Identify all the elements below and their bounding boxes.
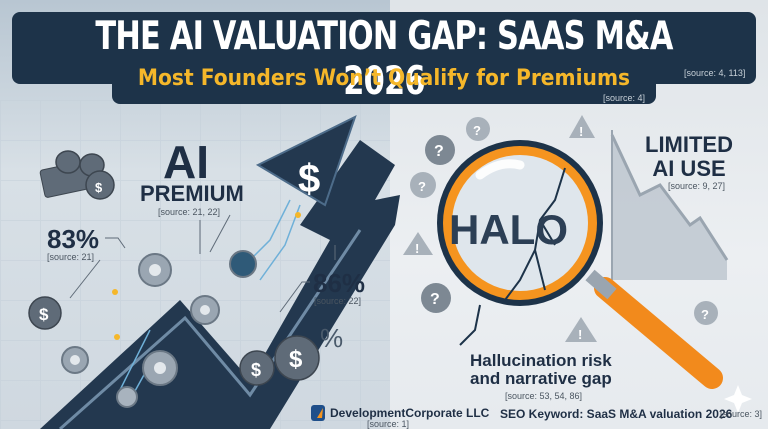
subtitle-source: [source: 4] (603, 93, 646, 103)
stat-86-percent: 86% (313, 268, 366, 298)
hallucination-caption: Hallucination risk and narrative gap (470, 352, 612, 388)
premium-heading: PREMIUM (140, 181, 244, 206)
limited-source: [source: 9, 27] (668, 181, 726, 191)
svg-text:?: ? (701, 307, 709, 322)
stat-83-source: [source: 21] (47, 252, 95, 262)
svg-text:!: ! (578, 327, 582, 342)
svg-text:?: ? (418, 179, 426, 194)
limited-ai-heading: LIMITED AI USE (645, 133, 733, 181)
svg-text:$: $ (289, 346, 303, 373)
money-bag-icon (28, 150, 320, 386)
seo-keyword: SEO Keyword: SaaS M&A valuation 2026 (500, 407, 733, 421)
sparkle-icon (724, 385, 752, 413)
caption-line2: and narrative gap (470, 369, 612, 388)
lens-text: HALO (449, 206, 568, 253)
percent-symbol: % (320, 323, 344, 353)
svg-text:?: ? (430, 291, 440, 308)
title-source: [source: 4, 113] (684, 68, 746, 78)
subtitle-banner (112, 62, 656, 104)
declining-chart-icon (610, 130, 729, 280)
gear-icon (229, 250, 257, 278)
svg-text:!: ! (579, 124, 583, 139)
question-bubble-icon (410, 117, 718, 325)
company-source: [source: 1] (367, 419, 410, 429)
company-logo-icon (311, 405, 325, 421)
page-title: THE AI VALUATION GAP: SAAS M&A 2026 (95, 14, 673, 104)
limited-line2: AI USE (652, 156, 726, 181)
warning-icon (403, 115, 597, 342)
stat-86-source: [source: 22] (314, 296, 362, 306)
svg-text:$: $ (95, 180, 103, 195)
stat-83-percent: 83% (47, 224, 100, 254)
svg-text:$: $ (251, 360, 261, 380)
svg-text:$: $ (39, 305, 49, 324)
caption-source: [source: 53, 54, 86] (505, 391, 583, 401)
premium-source: [source: 21, 22] (158, 207, 221, 217)
svg-text:?: ? (434, 143, 444, 160)
seo-source: [source: 3] (720, 409, 763, 419)
page-subtitle: Most Founders Won’t Qualify for Premiums (137, 66, 631, 91)
svg-text:!: ! (415, 241, 419, 256)
caption-line1: Hallucination risk (470, 351, 612, 370)
ai-heading: AI (163, 136, 209, 188)
company-name: DevelopmentCorporate LLC (330, 406, 490, 420)
limited-line1: LIMITED (645, 132, 733, 157)
svg-text:?: ? (473, 123, 481, 138)
dollar-icon: $ (298, 157, 320, 201)
magnifying-glass-icon (437, 140, 723, 389)
